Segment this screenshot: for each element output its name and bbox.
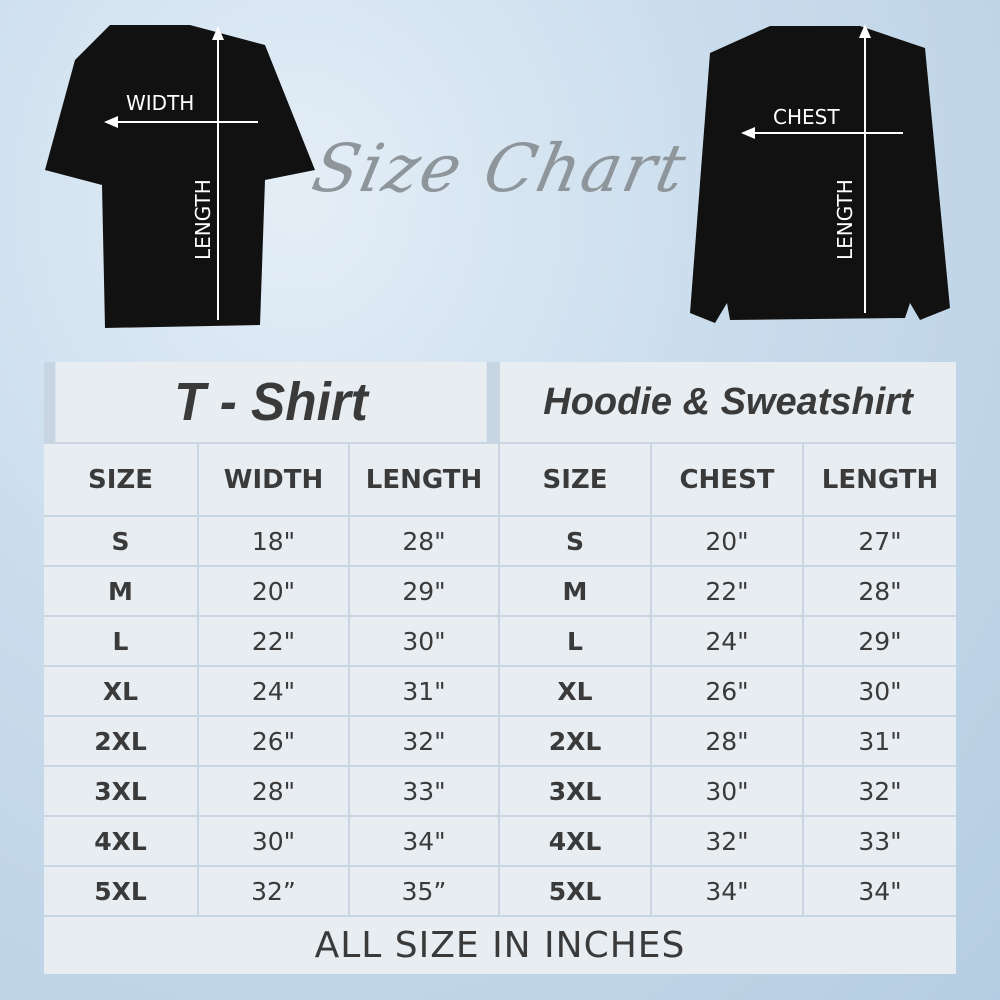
tshirt-cell: 24"	[199, 667, 348, 715]
tshirt-cell: M	[44, 567, 197, 615]
tshirt-cell: 20"	[199, 567, 348, 615]
tshirt-cell: 4XL	[44, 817, 197, 865]
sweatshirt-icon	[690, 26, 950, 323]
hoodie-cell: 26"	[652, 667, 802, 715]
size-table: T - Shirt Hoodie & Sweatshirt SIZE WIDTH L…	[44, 362, 956, 974]
hoodie-cell: L	[500, 617, 650, 665]
hoodie-header: LENGTH	[804, 444, 956, 515]
hoodie-header: CHEST	[652, 444, 802, 515]
page-title: Size Chart	[306, 130, 694, 207]
hoodie-cell: 28"	[652, 717, 802, 765]
hoodie-cell: 3XL	[500, 767, 650, 815]
tshirt-cell: 34"	[350, 817, 498, 865]
tshirt-header: WIDTH	[199, 444, 348, 515]
hoodie-cell: 24"	[652, 617, 802, 665]
tshirt-header: LENGTH	[350, 444, 498, 515]
tshirt-cell: 28"	[199, 767, 348, 815]
tshirt-cell: 3XL	[44, 767, 197, 815]
hoodie-cell: 32"	[652, 817, 802, 865]
tshirt-icon	[45, 25, 315, 328]
hoodie-header: SIZE	[500, 444, 650, 515]
tshirt-cell: 26"	[199, 717, 348, 765]
hoodie-cell: 34"	[804, 867, 956, 915]
tshirt-cell: 35”	[350, 867, 498, 915]
hoodie-cell: M	[500, 567, 650, 615]
hoodie-cell: 32"	[804, 767, 956, 815]
tshirt-cell: 18"	[199, 517, 348, 565]
hoodie-cell: 30"	[804, 667, 956, 715]
hoodie-cell: 34"	[652, 867, 802, 915]
tshirt-cell: XL	[44, 667, 197, 715]
sweatshirt-diagram: CHEST LENGTH	[690, 24, 950, 323]
hoodie-cell: 31"	[804, 717, 956, 765]
tshirt-cell: S	[44, 517, 197, 565]
hoodie-cell: 28"	[804, 567, 956, 615]
tshirt-cell: 2XL	[44, 717, 197, 765]
tshirt-cell: 5XL	[44, 867, 197, 915]
hoodie-cell: 20"	[652, 517, 802, 565]
tshirt-cell: 32"	[350, 717, 498, 765]
tshirt-title: T - Shirt	[55, 362, 487, 442]
tshirt-cell: 33"	[350, 767, 498, 815]
tshirt-cell: 29"	[350, 567, 498, 615]
hoodie-cell: 4XL	[500, 817, 650, 865]
tshirt-cell: 32”	[199, 867, 348, 915]
tshirt-cell: 22"	[199, 617, 348, 665]
footer-note: ALL SIZE IN INCHES	[44, 917, 956, 974]
tshirt-diagram: WIDTH LENGTH	[45, 25, 315, 328]
hoodie-cell: 5XL	[500, 867, 650, 915]
tshirt-cell: L	[44, 617, 197, 665]
hoodie-cell: 27"	[804, 517, 956, 565]
length-label: LENGTH	[191, 179, 215, 260]
tshirt-cell: 31"	[350, 667, 498, 715]
hoodie-cell: 2XL	[500, 717, 650, 765]
length-label: LENGTH	[833, 179, 857, 260]
tshirt-cell: 28"	[350, 517, 498, 565]
tshirt-cell: 30"	[199, 817, 348, 865]
hoodie-cell: S	[500, 517, 650, 565]
chest-label: CHEST	[773, 105, 840, 129]
tshirt-header: SIZE	[44, 444, 197, 515]
hoodie-cell: XL	[500, 667, 650, 715]
hoodie-cell: 29"	[804, 617, 956, 665]
width-label: WIDTH	[126, 91, 194, 115]
hoodie-cell: 33"	[804, 817, 956, 865]
tshirt-cell: 30"	[350, 617, 498, 665]
hoodie-title: Hoodie & Sweatshirt	[500, 362, 956, 442]
hoodie-cell: 30"	[652, 767, 802, 815]
hoodie-cell: 22"	[652, 567, 802, 615]
